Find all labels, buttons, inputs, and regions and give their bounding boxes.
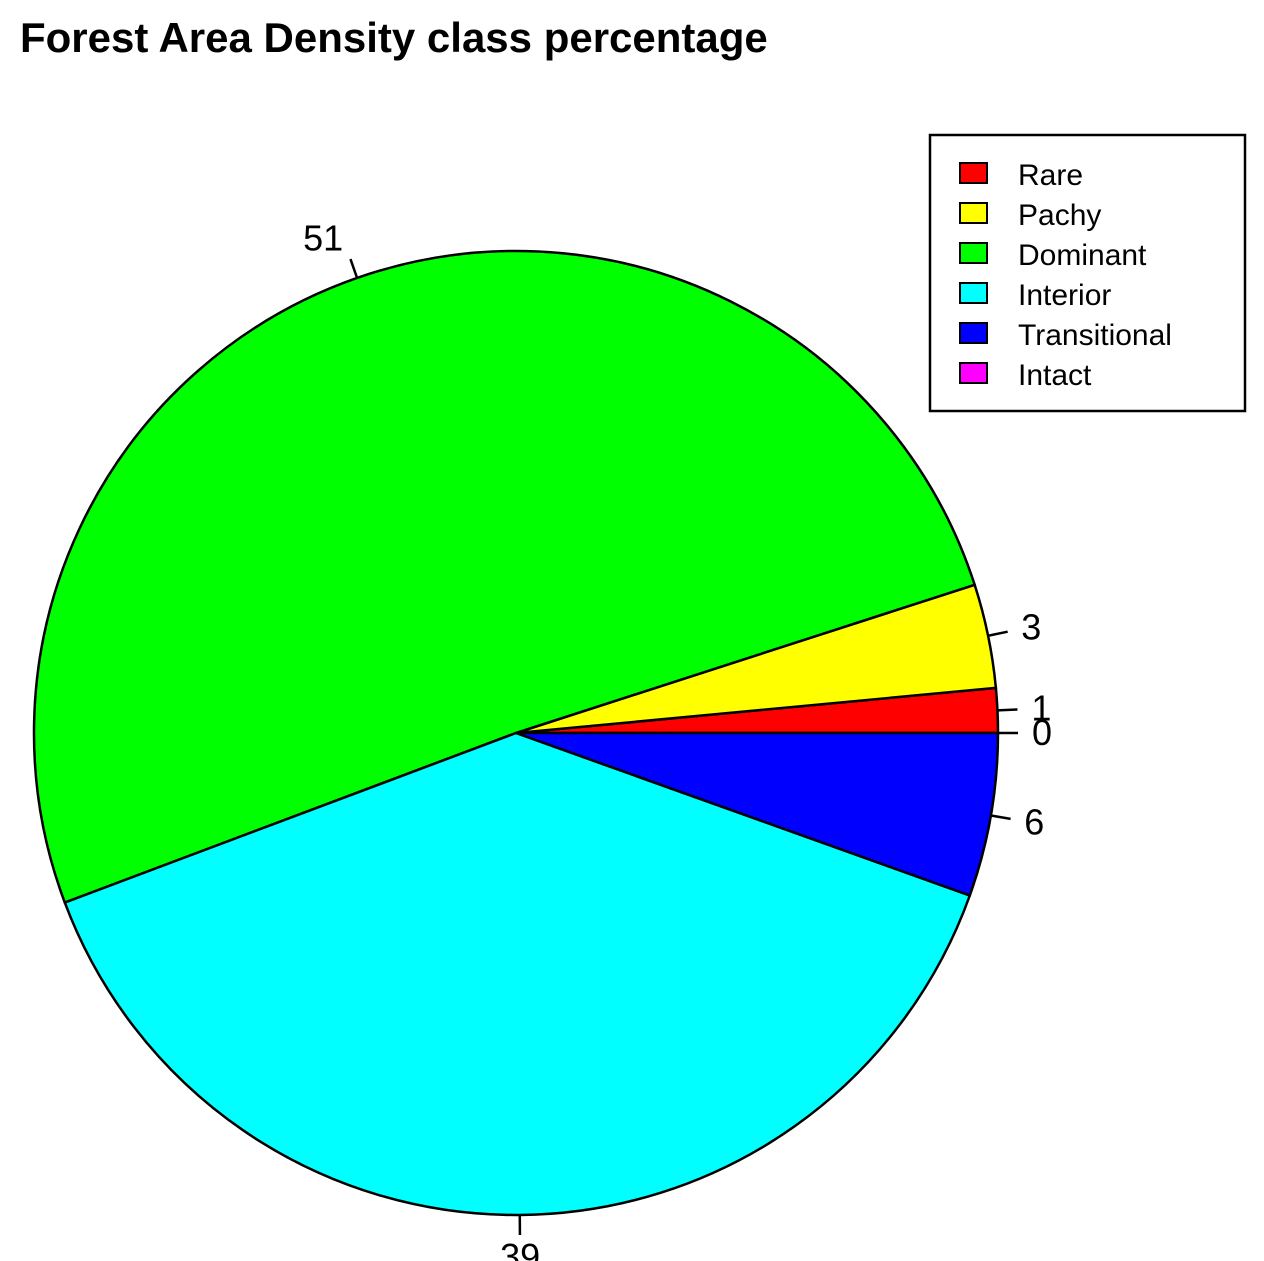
label-tick-pachy	[987, 630, 1008, 637]
legend-swatch-transitional	[959, 322, 988, 344]
label-tick-rare	[997, 708, 1018, 712]
legend-label-dominant: Dominant	[1018, 239, 1147, 272]
slice-label-dominant: 51	[303, 217, 343, 258]
slice-label-intact: 0	[1032, 712, 1052, 753]
chart-title: Forest Area Density class percentage	[20, 14, 768, 61]
legend-swatch-dominant	[959, 242, 988, 264]
legend-label-intact: Intact	[1018, 359, 1092, 392]
legend-label-transitional: Transitional	[1018, 319, 1172, 352]
pie-slice-interior	[63, 731, 972, 1217]
legend-swatch-interior	[959, 282, 988, 304]
legend-items: Rare Pachy Dominant Interior Transitional Int…	[959, 159, 1172, 392]
label-tick-transitional	[990, 814, 1011, 821]
pie-slices	[32, 249, 1000, 1217]
pie-slice-dominant	[32, 249, 977, 905]
slice-label-ticks	[349, 258, 1018, 1235]
legend: Rare Pachy Dominant Interior Transitional Int…	[928, 133, 1247, 413]
legend-label-rare: Rare	[1018, 159, 1083, 192]
legend-swatch-pachy	[959, 202, 988, 224]
slice-label-transitional: 6	[1024, 802, 1044, 843]
slice-label-pachy: 3	[1021, 606, 1041, 647]
slice-label-interior: 39	[500, 1236, 540, 1261]
legend-swatch-rare	[959, 162, 988, 184]
slice-label-rare: 1	[1031, 687, 1051, 728]
slice-labels: 1 3 51 39 6 0	[303, 217, 1052, 1261]
legend-label-pachy: Pachy	[1018, 199, 1101, 232]
legend-swatch-intact	[959, 362, 988, 384]
legend-label-interior: Interior	[1018, 279, 1111, 312]
label-tick-dominant	[349, 258, 359, 279]
